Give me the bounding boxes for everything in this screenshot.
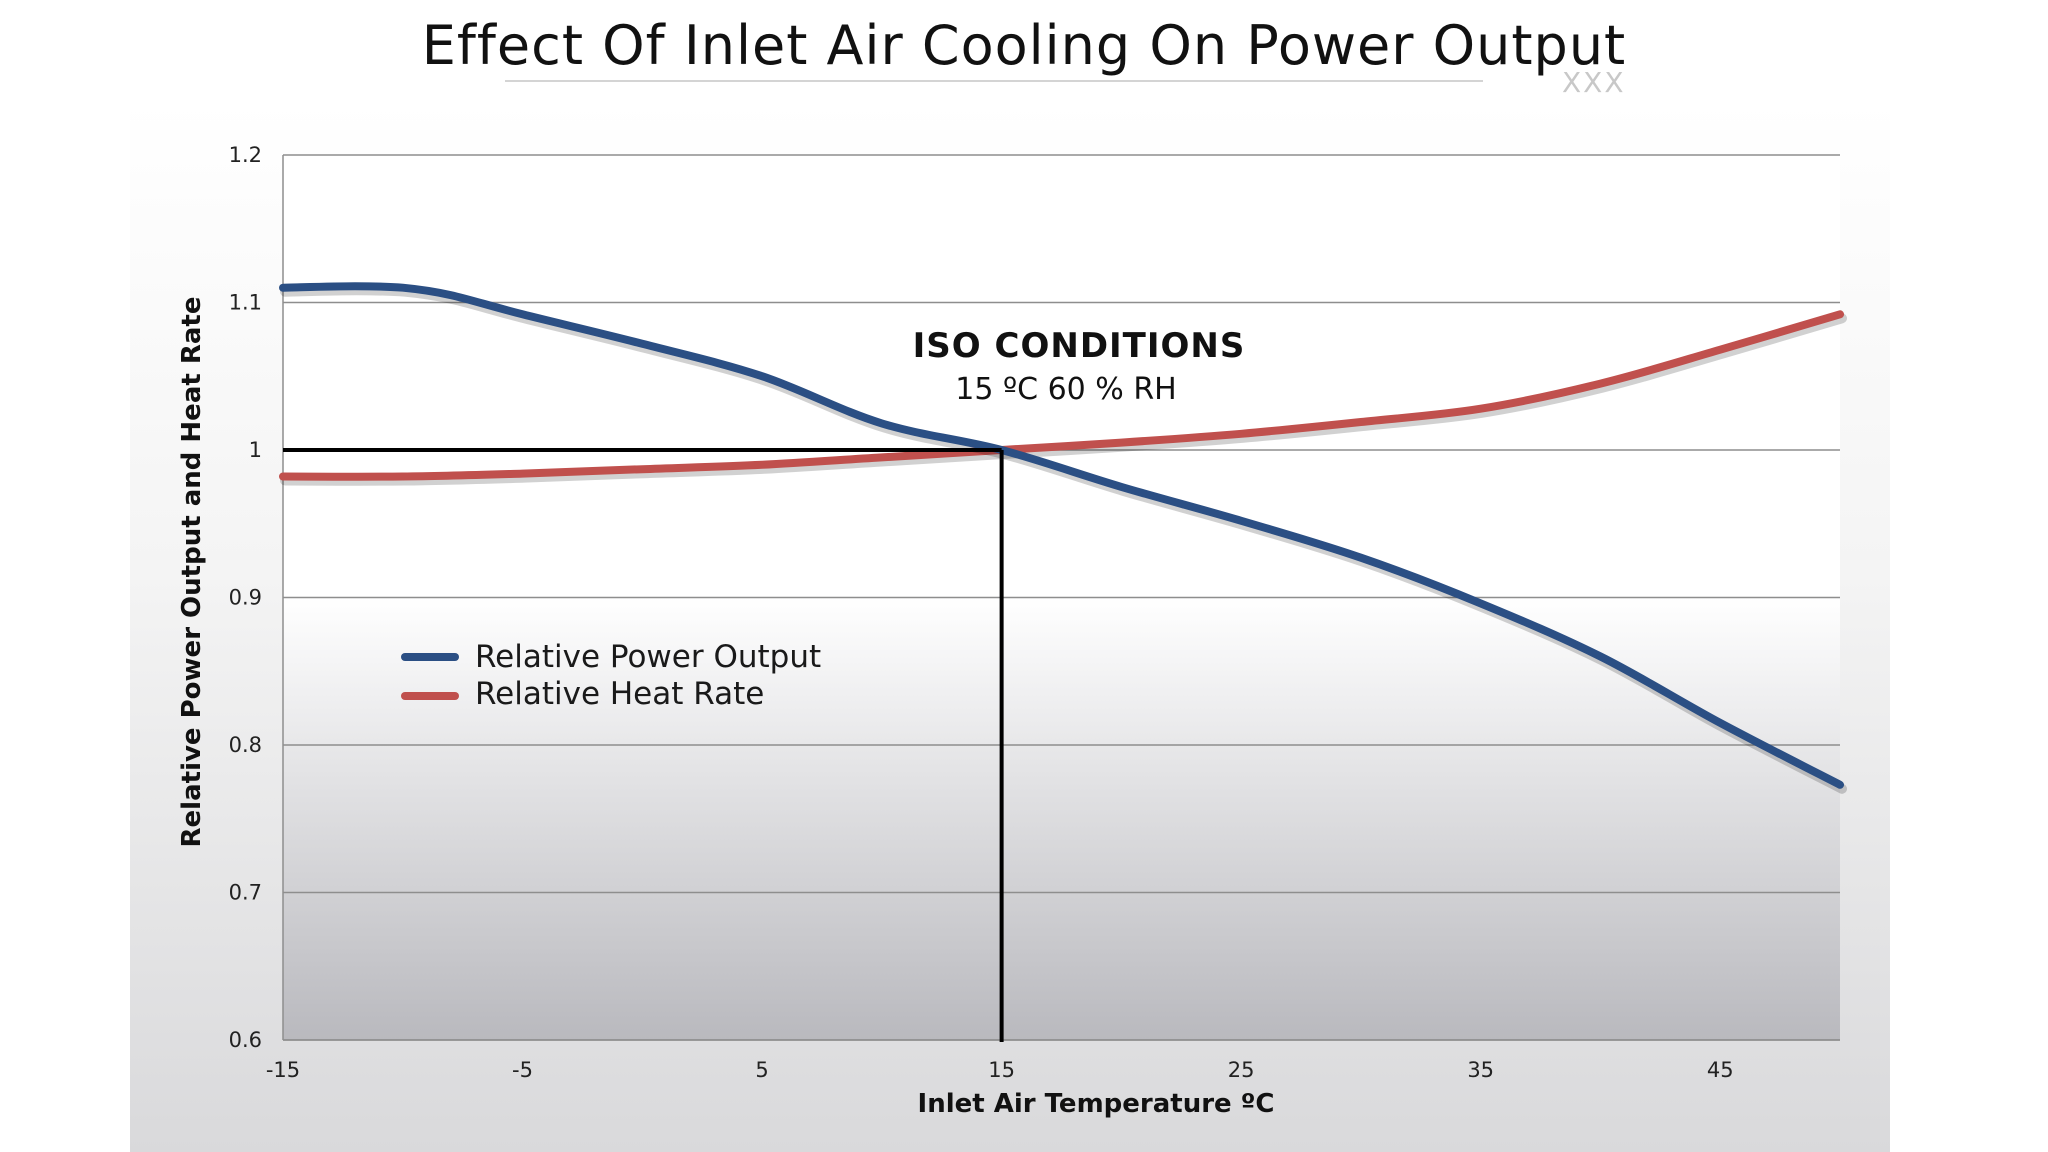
x-tick-label: 25 [1228,1058,1255,1082]
iso-conditions-subtitle: 15 ºC 60 % RH [955,372,1176,407]
slide-title: Effect Of Inlet Air Cooling On Power Out… [421,14,1627,77]
x-tick-label: 5 [755,1058,768,1082]
title-underline [505,80,1483,82]
x-tick-label: 35 [1467,1058,1494,1082]
x-tick-label: -15 [266,1058,300,1082]
iso-conditions-title: ISO CONDITIONS [913,326,1246,366]
x-tick-label: -5 [512,1058,533,1082]
y-tick-label: 0.8 [229,733,262,757]
y-tick-label: 1.2 [229,143,262,167]
y-tick-label: 0.7 [229,881,262,905]
y-axis-title: Relative Power Output and Heat Rate [177,297,207,848]
series-shadow-relative-heat-rate [280,313,1847,486]
series-line-relative-heat-rate [279,310,1844,481]
y-tick-label: 0.6 [229,1028,262,1052]
x-axis-title: Inlet Air Temperature ºC [918,1089,1275,1119]
legend: Relative Power Output Relative Heat Rate [401,639,821,712]
y-tick-label: 1 [249,438,262,462]
x-tick-label: 45 [1707,1058,1734,1082]
title-mark: XXX [1562,66,1626,99]
legend-label-power: Relative Power Output [475,639,821,675]
legend-label-heat: Relative Heat Rate [475,676,764,712]
y-tick-label: 0.9 [229,586,262,610]
x-tick-label: 15 [988,1058,1015,1082]
y-tick-label: 1.1 [229,291,262,315]
